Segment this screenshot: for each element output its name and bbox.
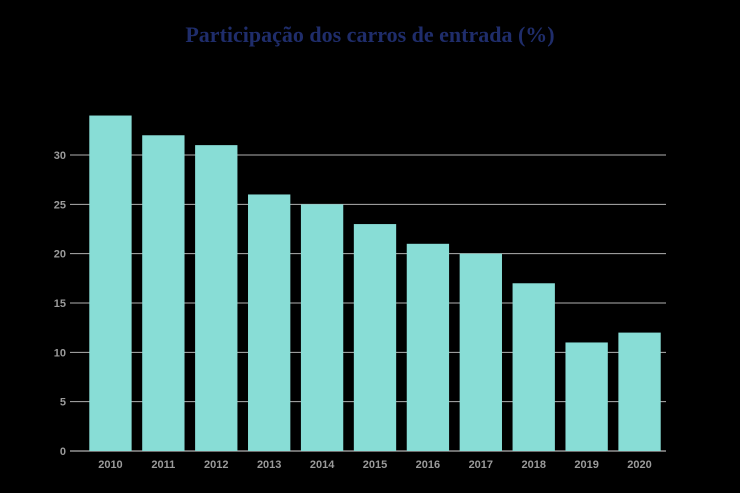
- x-tick-label: 2020: [627, 459, 651, 471]
- bar: [89, 115, 132, 452]
- bar: [618, 332, 661, 451]
- x-tick-label: 2016: [416, 459, 440, 471]
- bar: [512, 283, 555, 451]
- bar: [353, 224, 397, 451]
- y-tick-label: 25: [54, 199, 66, 211]
- y-tick-label: 5: [60, 397, 66, 409]
- bar: [565, 342, 608, 451]
- bar: [406, 243, 450, 451]
- y-tick-label: 15: [54, 298, 66, 310]
- x-tick-label: 2013: [257, 459, 281, 471]
- bar: [459, 253, 502, 451]
- bar: [248, 194, 291, 451]
- bar: [195, 145, 238, 451]
- y-tick-label: 20: [54, 249, 66, 261]
- x-tick-label: 2012: [204, 459, 228, 471]
- y-tick-label: 10: [54, 347, 66, 359]
- x-tick-label: 2014: [310, 459, 335, 471]
- y-tick-label: 0: [60, 446, 66, 458]
- x-tick-label: 2010: [98, 459, 122, 471]
- x-tick-label: 2017: [469, 459, 493, 471]
- y-tick-label: 30: [54, 150, 66, 162]
- bar: [142, 135, 185, 451]
- x-tick-label: 2019: [574, 459, 598, 471]
- x-tick-label: 2018: [521, 459, 545, 471]
- bar: [300, 204, 344, 451]
- chart-title: Participação dos carros de entrada (%): [185, 22, 555, 47]
- x-tick-label: 2015: [363, 459, 387, 471]
- x-tick-label: 2011: [151, 459, 175, 471]
